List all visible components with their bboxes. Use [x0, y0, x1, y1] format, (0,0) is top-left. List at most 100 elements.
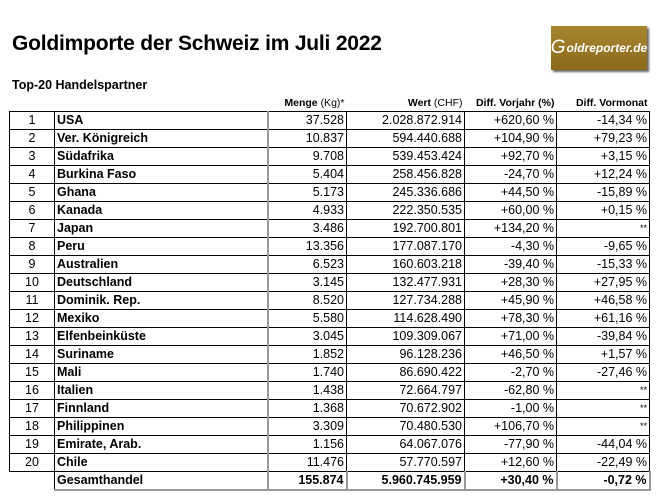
wert-cell: 245.336.686 [346, 183, 465, 202]
diff-vormonat-cell: -27,46 % [556, 363, 650, 382]
diff-vormonat-cell: +0,15 % [556, 201, 650, 220]
subtitle: Top-20 Handelspartner [12, 78, 148, 92]
table-row: 2 Ver. Königreich 10.837 594.440.688 +104,90… [9, 129, 650, 148]
diff-vormonat-cell: +61,16 % [556, 309, 650, 328]
diff-vormonat-cell: -9,65 % [556, 237, 650, 256]
menge-cell: 1.852 [267, 345, 347, 364]
country-cell: Ver. Königreich [54, 129, 269, 148]
header-wert: Wert (CHF) [407, 96, 463, 109]
table-row: 1 USA 37.528 2.028.872.914 +620,60 % -14,34 % [9, 111, 650, 130]
wert-cell: 64.067.076 [346, 435, 465, 454]
diff-vormonat-cell: +79,23 % [556, 129, 650, 148]
table-row: 17 Finnland 1.368 70.672.902 -1,00 % ** [9, 399, 650, 418]
total-diff-vorjahr-cell: +30,40 % [464, 471, 558, 491]
header-vorjahr: Diff. Vorjahr (%) [475, 96, 555, 109]
table-row: 7 Japan 3.486 192.700.801 +134,20 % ** [9, 219, 650, 238]
table-row: 6 Kanada 4.933 222.350.535 +60,00 % +0,15 % [9, 201, 650, 220]
wert-cell: 57.770.597 [346, 453, 465, 472]
diff-vorjahr-cell: +44,50 % [464, 183, 557, 202]
header-menge: Menge (Kg)* [284, 96, 345, 109]
menge-cell: 13.356 [267, 237, 347, 256]
diff-vormonat-cell: -15,33 % [556, 255, 650, 274]
diff-vormonat-cell: -44,04 % [556, 435, 650, 454]
total-country-cell: Gesamthandel [54, 471, 269, 491]
rank-cell: 2 [9, 129, 55, 148]
rank-cell: 15 [9, 363, 55, 382]
diff-vormonat-cell: -39,84 % [556, 327, 650, 346]
country-cell: Peru [54, 237, 269, 256]
menge-cell: 8.520 [267, 291, 347, 310]
menge-cell: 6.523 [267, 255, 347, 274]
table-header-row: Menge (Kg)* Wert (CHF) Diff. Vorjahr (%)… [10, 94, 650, 112]
country-cell: Elfenbeinküste [54, 327, 269, 346]
diff-vormonat-cell: +3,15 % [556, 147, 650, 166]
diff-vorjahr-cell: +28,30 % [464, 273, 557, 292]
diff-vorjahr-cell: -77,90 % [464, 435, 557, 454]
diff-vorjahr-cell: -4,30 % [464, 237, 557, 256]
country-cell: Suriname [54, 345, 269, 364]
wert-cell: 258.456.828 [346, 165, 465, 184]
rank-cell: 20 [9, 453, 55, 472]
diff-vorjahr-cell: -62,80 % [464, 381, 557, 400]
diff-vormonat-cell: ** [556, 417, 650, 436]
wert-cell: 177.087.170 [346, 237, 465, 256]
table-row: 10 Deutschland 3.145 132.477.931 +28,30 % +27… [9, 273, 650, 292]
menge-cell: 11.476 [267, 453, 347, 472]
table-row: 18 Philippinen 3.309 70.480.530 +106,70 % ** [9, 417, 650, 436]
country-cell: Mali [54, 363, 269, 382]
total-row: Gesamthandel 155.874 5.960.745.959 +30,40 %… [9, 471, 651, 491]
country-cell: Japan [54, 219, 269, 238]
diff-vormonat-cell: ** [556, 219, 650, 238]
table-row: 20 Chile 11.476 57.770.597 +12,60 % -22,49 % [9, 453, 650, 472]
country-cell: Finnland [54, 399, 269, 418]
diff-vormonat-cell: +46,58 % [556, 291, 650, 310]
rank-cell: 6 [9, 201, 55, 220]
rank-cell: 17 [9, 399, 55, 418]
wert-cell: 2.028.872.914 [346, 111, 465, 130]
wert-cell: 192.700.801 [346, 219, 465, 238]
wert-cell: 70.672.902 [346, 399, 465, 418]
table-row: 12 Mexiko 5.580 114.628.490 +78,30 % +61,16 % [9, 309, 650, 328]
page-title: Goldimporte der Schweiz im Juli 2022 [12, 32, 382, 55]
rank-cell: 16 [9, 381, 55, 400]
wert-cell: 72.664.797 [346, 381, 465, 400]
country-cell: Südafrika [54, 147, 269, 166]
country-cell: USA [54, 111, 269, 130]
rank-cell: 14 [9, 345, 55, 364]
menge-cell: 1.438 [267, 381, 347, 400]
diff-vorjahr-cell: +134,20 % [464, 219, 557, 238]
country-cell: Mexiko [54, 309, 269, 328]
trade-partners-table: Menge (Kg)* Wert (CHF) Diff. Vorjahr (%)… [9, 94, 651, 491]
menge-cell: 5.404 [267, 165, 347, 184]
diff-vormonat-cell: +27,95 % [556, 273, 650, 292]
diff-vormonat-cell: +1,57 % [556, 345, 650, 364]
rank-cell: 18 [9, 417, 55, 436]
menge-cell: 5.173 [267, 183, 347, 202]
menge-cell: 3.309 [267, 417, 347, 436]
rank-cell: 7 [9, 219, 55, 238]
country-cell: Philippinen [54, 417, 269, 436]
diff-vormonat-cell: -14,34 % [556, 111, 650, 130]
country-cell: Kanada [54, 201, 269, 220]
diff-vorjahr-cell: +45,90 % [464, 291, 557, 310]
wert-cell: 222.350.535 [346, 201, 465, 220]
diff-vorjahr-cell: +92,70 % [464, 147, 557, 166]
diff-vormonat-cell: +12,24 % [556, 165, 650, 184]
total-wert-cell: 5.960.745.959 [346, 471, 466, 491]
rank-cell: 5 [9, 183, 55, 202]
wert-cell: 160.603.218 [346, 255, 465, 274]
rank-cell: 8 [9, 237, 55, 256]
rank-cell: 9 [9, 255, 55, 274]
table-row: 9 Australien 6.523 160.603.218 -39,40 % -15,3… [9, 255, 650, 274]
diff-vorjahr-cell: +60,00 % [464, 201, 557, 220]
country-cell: Emirate, Arab. [54, 435, 269, 454]
table-row: 3 Südafrika 9.708 539.453.424 +92,70 % +3,15 … [9, 147, 650, 166]
menge-cell: 1.156 [267, 435, 347, 454]
table-row: 16 Italien 1.438 72.664.797 -62,80 % ** [9, 381, 650, 400]
diff-vorjahr-cell: +46,50 % [464, 345, 557, 364]
wert-cell: 594.440.688 [346, 129, 465, 148]
diff-vorjahr-cell: +106,70 % [464, 417, 557, 436]
diff-vorjahr-cell: -39,40 % [464, 255, 557, 274]
rank-cell: 1 [9, 111, 55, 130]
